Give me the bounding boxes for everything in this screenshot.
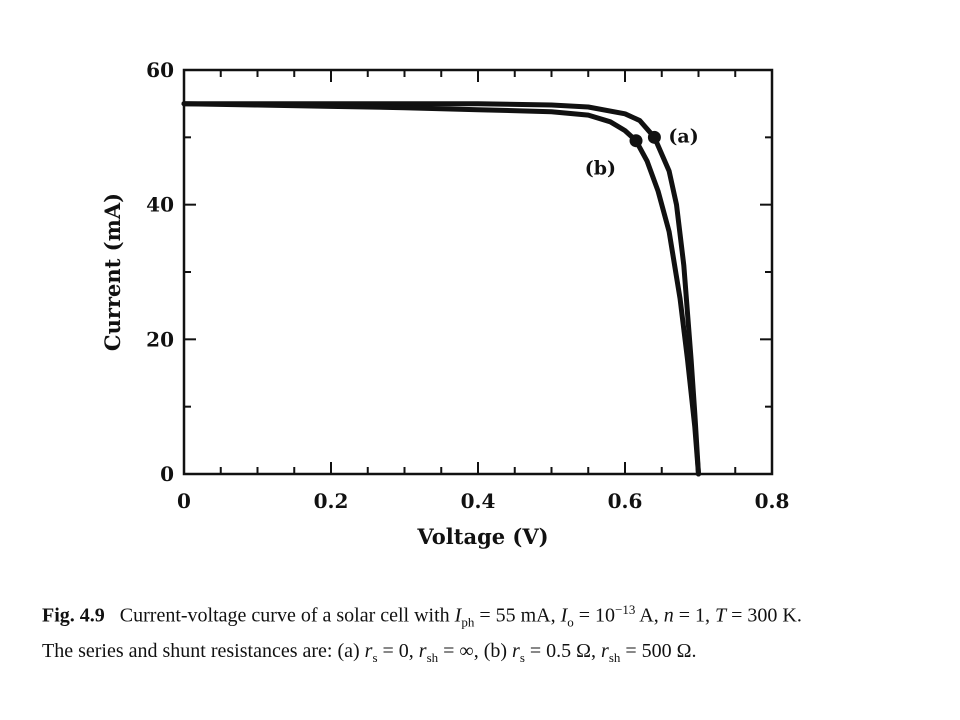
series-marker-1 [629, 134, 643, 148]
y-tick-label: 40 [146, 193, 174, 217]
x-axis-ticks: 0 0.2 0.4 0.6 0.8 [177, 70, 789, 513]
t-symbol: T [715, 604, 727, 627]
y-tick-label: 60 [146, 58, 174, 82]
caption-text-2: The series and shunt resistances are: (a… [42, 639, 365, 662]
b-rs-value: = 0.5 Ω, [524, 639, 602, 662]
caption-line-2: The series and shunt resistances are: (a… [42, 637, 942, 672]
io-value: = 10 [573, 604, 616, 627]
a-rs-value: = 0, [377, 639, 419, 662]
y-tick-label: 20 [146, 327, 174, 351]
n-value: = 1, [673, 604, 716, 627]
a-rs-subscript: s [372, 649, 378, 665]
io-subscript: o [567, 614, 574, 630]
x-tick-label: 0.8 [755, 489, 790, 513]
x-tick-label: 0.6 [608, 489, 643, 513]
b-rs-symbol: r [512, 639, 520, 662]
iph-subscript: ph [461, 614, 475, 630]
caption-text: Current-voltage curve of a solar cell wi… [119, 604, 455, 627]
y-axis-title: Current (mA) [100, 193, 125, 351]
y-tick-label: 0 [160, 462, 174, 486]
t-value: = 300 K. [726, 604, 802, 627]
x-axis-title: Voltage (V) [416, 524, 548, 549]
series-layer: (a) (b) [181, 101, 701, 477]
io-exponent: −13 [615, 602, 636, 617]
io-symbol: I [560, 604, 568, 627]
a-rsh-symbol: r [418, 639, 427, 662]
x-tick-label: 0 [177, 489, 191, 513]
series-label-0: (a) [668, 125, 698, 147]
a-rs-symbol: r [364, 639, 373, 662]
y-axis-ticks: 0 20 40 60 [146, 58, 772, 486]
series-label-1: (b) [585, 158, 616, 180]
io-rest: A, [635, 604, 664, 627]
x-tick-label: 0.2 [314, 489, 349, 513]
a-rsh-subscript: sh [426, 649, 439, 665]
figure-caption: Fig. 4.9 Current-voltage curve of a sola… [42, 596, 942, 672]
a-rsh-value: = ∞, (b) [438, 639, 513, 662]
iph-symbol: I [454, 604, 462, 627]
caption-line-1: Fig. 4.9 Current-voltage curve of a sola… [42, 596, 942, 637]
b-rs-subscript: s [519, 649, 525, 665]
n-symbol: n [663, 604, 674, 627]
iv-chart: 0 0.2 0.4 0.6 0.8 0 20 40 60 (a) (b) Voltage (V)… [100, 58, 789, 549]
series-marker-0 [647, 130, 661, 144]
series-line-1 [181, 101, 701, 477]
figure-number: Fig. 4.9 [42, 604, 105, 627]
b-rsh-value: = 500 Ω. [620, 639, 697, 662]
b-rsh-symbol: r [601, 639, 609, 662]
b-rsh-subscript: sh [608, 649, 621, 665]
series-line-0 [181, 101, 701, 477]
iph-value: = 55 mA, [474, 604, 561, 627]
x-tick-label: 0.4 [461, 489, 496, 513]
